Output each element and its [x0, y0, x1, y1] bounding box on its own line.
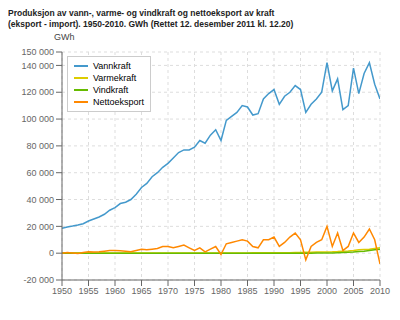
- svg-text:1955: 1955: [78, 286, 98, 296]
- svg-text:1965: 1965: [131, 286, 151, 296]
- html-text:Varmekraft: Varmekraft: [93, 73, 137, 84]
- svg-text:1970: 1970: [158, 286, 178, 296]
- svg-text:150 000: 150 000: [21, 47, 54, 57]
- svg-text:1990: 1990: [264, 286, 284, 296]
- html-text:Produksjon av vann-, varme- og: Produksjon av vann-, varme- og vindkraft…: [8, 8, 275, 18]
- svg-text:0: 0: [49, 248, 54, 258]
- svg-text:1985: 1985: [237, 286, 257, 296]
- svg-text:100 000: 100 000: [21, 114, 54, 124]
- svg-text:20 000: 20 000: [26, 222, 54, 232]
- svg-text:40 000: 40 000: [26, 195, 54, 205]
- svg-text:140 000: 140 000: [21, 61, 54, 71]
- svg-text:60 000: 60 000: [26, 168, 54, 178]
- svg-text:-20 000: -20 000: [23, 275, 54, 285]
- svg-text:120 000: 120 000: [21, 88, 54, 98]
- html-text:Nettoeksport: Nettoeksport: [93, 97, 144, 108]
- html-text:(eksport - import). 1950-2010.: (eksport - import). 1950-2010. GWh (Rett…: [8, 19, 294, 29]
- html-text:Vannkraft: Vannkraft: [93, 61, 131, 72]
- svg-text:2005: 2005: [343, 286, 363, 296]
- svg-text:1980: 1980: [211, 286, 231, 296]
- svg-text:2010: 2010: [370, 286, 390, 296]
- html-text:GWh: GWh: [54, 32, 75, 43]
- svg-text:1995: 1995: [290, 286, 310, 296]
- svg-text:1950: 1950: [52, 286, 72, 296]
- svg-text:80 000: 80 000: [26, 141, 54, 151]
- svg-text:2000: 2000: [317, 286, 337, 296]
- svg-text:1960: 1960: [105, 286, 125, 296]
- svg-text:1975: 1975: [184, 286, 204, 296]
- html-text:Vindkraft: Vindkraft: [93, 85, 129, 96]
